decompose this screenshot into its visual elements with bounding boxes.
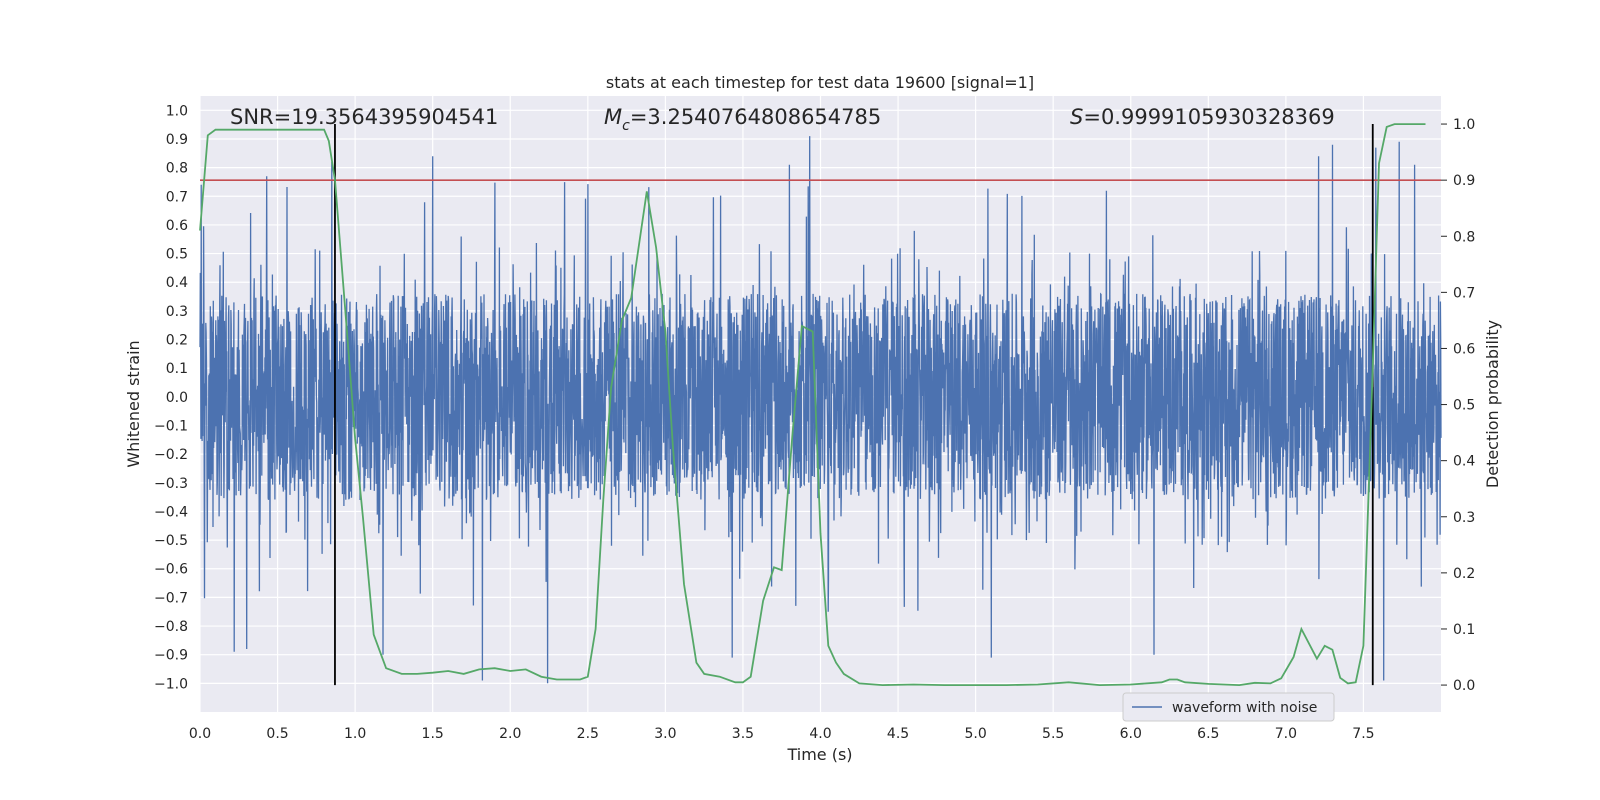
score-annotation: S=0.9999105930328369: [1070, 105, 1335, 129]
y2-tick-label: 0.6: [1453, 341, 1475, 357]
y-tick-label: 1.0: [166, 103, 188, 119]
x-tick-label: 3.0: [654, 726, 676, 742]
legend-label: waveform with noise: [1172, 700, 1317, 716]
y2-tick-label: 0.0: [1453, 678, 1475, 694]
y-tick-label: 0.5: [166, 247, 188, 263]
y-tick-label: 0.2: [166, 333, 188, 349]
y2-tick-label: 0.3: [1453, 510, 1475, 526]
x-tick-label: 7.5: [1352, 726, 1374, 742]
x-tick-label: 5.5: [1042, 726, 1064, 742]
x-axis-label: Time (s): [786, 745, 852, 764]
x-tick-label: 6.5: [1197, 726, 1219, 742]
y-tick-label: 0.0: [166, 390, 188, 406]
y-tick-label: 0.8: [166, 161, 188, 177]
overlay-series: [199, 123, 1441, 687]
axes: 0.0 0.5 1.0 1.5 2.0 2.5 3.0 3.5 4.0 4.5 5.0 5.5 6.0 6…: [154, 103, 1475, 742]
x-tick-label: 1.5: [422, 726, 444, 742]
chirp-mass-symbol: M: [604, 105, 622, 129]
y2-tick-label: 1.0: [1453, 117, 1475, 133]
y2-tick-label: 0.5: [1453, 398, 1475, 414]
y2-axis-label: Detection probability: [1483, 320, 1502, 488]
x-tick-label: 1.0: [344, 726, 366, 742]
y-tick-label: −0.3: [154, 476, 188, 492]
x-tick-label: 0.5: [266, 726, 288, 742]
y-tick-label: −0.7: [154, 590, 188, 606]
y-tick-label: −0.2: [154, 447, 188, 463]
legend-box: [1122, 692, 1335, 722]
detection-probability-line: [199, 123, 1426, 687]
legend: waveform with noise: [1122, 692, 1335, 722]
y-tick-label: −0.9: [154, 648, 188, 664]
y-tick-label: −0.1: [154, 418, 188, 434]
x-tick-label: 4.0: [809, 726, 831, 742]
y-axis-label: Whitened strain: [124, 340, 143, 467]
x-tick-label: 5.0: [964, 726, 986, 742]
x-tick-label: 4.5: [887, 726, 909, 742]
y-tick-label: −0.5: [154, 533, 188, 549]
y-tick-label: 0.4: [166, 275, 188, 291]
y2-tick-label: 0.7: [1453, 285, 1475, 301]
x-tick-label: 2.0: [499, 726, 521, 742]
chirp-mass-subscript: c: [622, 118, 630, 134]
snr-annotation: SNR=19.3564395904541: [230, 105, 498, 129]
y-tick-label: −1.0: [154, 676, 188, 692]
x-tick-label: 6.0: [1120, 726, 1142, 742]
y-tick-label: −0.6: [154, 562, 188, 578]
x-tick-label: 3.5: [732, 726, 754, 742]
y-tick-label: 0.7: [166, 189, 188, 205]
waveform-series: [199, 136, 1442, 684]
y-tick-label: 0.6: [166, 218, 188, 234]
y-tick-label: 0.9: [166, 132, 188, 148]
x-tick-label: 7.0: [1275, 726, 1297, 742]
y-tick-label: −0.8: [154, 619, 188, 635]
chirp-mass-annotation: Mc=3.2540764808654785: [604, 105, 881, 134]
y2-tick-label: 0.8: [1453, 229, 1475, 245]
y2-tick-label: 0.4: [1453, 454, 1475, 470]
y-tick-label: −0.4: [154, 504, 188, 520]
y2-tick-label: 0.1: [1453, 622, 1475, 638]
score-value: =0.9999105930328369: [1083, 105, 1334, 129]
score-symbol: S: [1070, 105, 1083, 129]
y-tick-label: 0.3: [166, 304, 188, 320]
chart-title: stats at each timestep for test data 196…: [606, 73, 1034, 92]
y2-tick-label: 0.2: [1453, 566, 1475, 582]
y2-tick-label: 0.9: [1453, 173, 1475, 189]
y-tick-label: 0.1: [166, 361, 188, 377]
x-tick-label: 2.5: [577, 726, 599, 742]
x-tick-label: 0.0: [189, 726, 211, 742]
chirp-mass-value: =3.2540764808654785: [630, 105, 881, 129]
waveform-line: [199, 136, 1442, 684]
